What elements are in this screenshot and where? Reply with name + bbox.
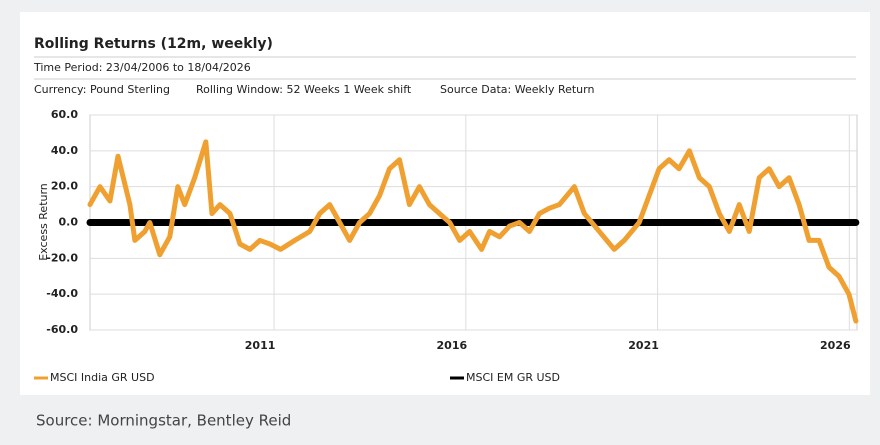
x-tick-label: 2016 (437, 339, 468, 352)
series-line (87, 139, 859, 324)
info: Rolling Window: 52 Weeks 1 Week shift (196, 83, 412, 96)
y-tick-label: -20.0 (46, 251, 78, 264)
y-axis-label: Excess Return (37, 183, 50, 261)
legend-label: MSCI India GR USD (50, 371, 155, 384)
legend-label: MSCI EM GR USD (466, 371, 560, 384)
x-tick-label: 2011 (245, 339, 276, 352)
info: Currency: Pound Sterling (34, 83, 170, 96)
panel (20, 12, 870, 395)
x-tick-label: 2021 (628, 339, 659, 352)
x-tick-label: 2026 (820, 339, 851, 352)
source: Source: Morningstar, Bentley Reid (36, 412, 291, 430)
chart-title: Rolling Returns (12m, weekly) (34, 36, 273, 52)
y-tick-label: 0.0 (59, 216, 79, 229)
y-tick-label: -60.0 (46, 323, 78, 336)
y-tick-label: 20.0 (51, 180, 78, 193)
y-tick-label: 40.0 (51, 144, 78, 157)
subtitle: Time Period: 23/04/2006 to 18/04/2026 (33, 61, 251, 74)
y-tick-label: 60.0 (51, 108, 78, 121)
info: Source Data: Weekly Return (440, 83, 594, 96)
y-tick-label: -40.0 (46, 287, 78, 300)
